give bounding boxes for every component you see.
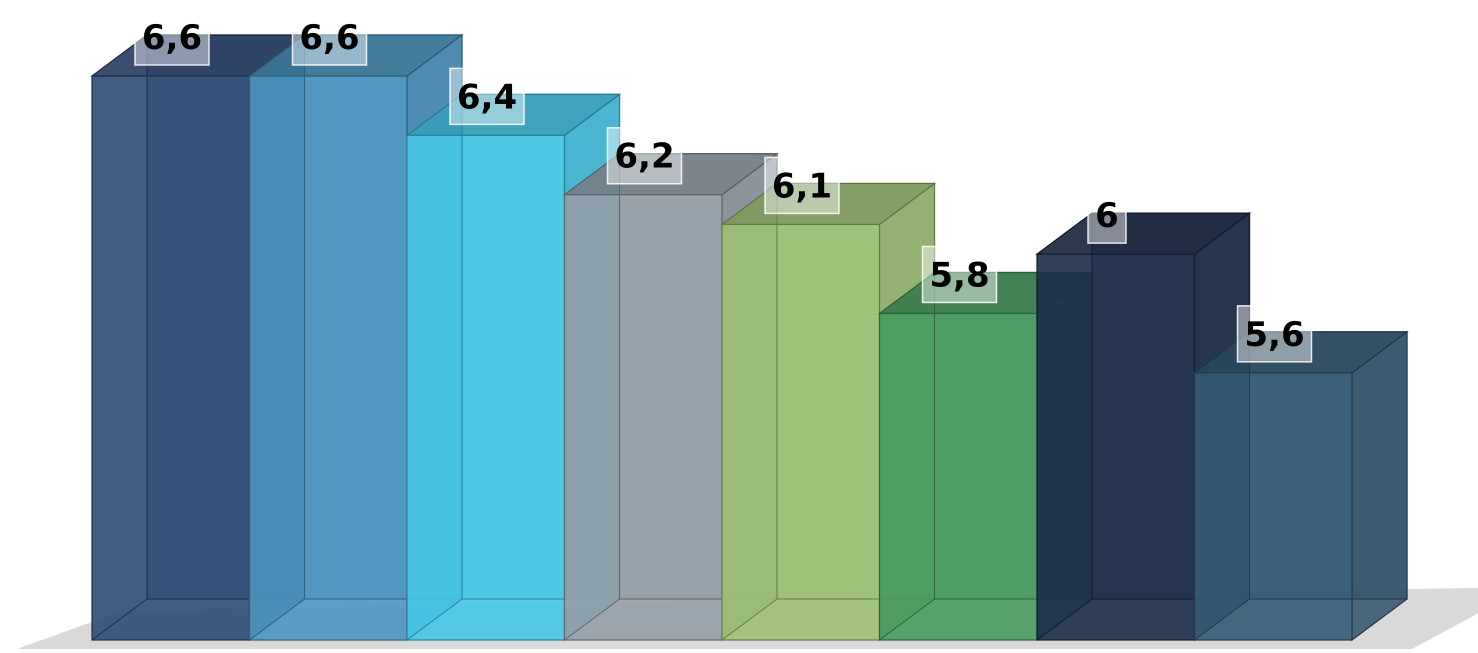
data-label-6: 5,8: [921, 245, 998, 304]
data-label-box: [1236, 305, 1313, 363]
bar-front-face: [248, 75, 408, 641]
data-label-box: [921, 245, 998, 304]
data-label-box: [606, 126, 683, 185]
bar-front-face: [1193, 372, 1353, 641]
bar-front-face: [91, 75, 251, 641]
data-label-text: 6: [1095, 196, 1119, 236]
data-label-text: 6,2: [614, 137, 674, 177]
data-label-text: 6,6: [299, 18, 359, 58]
bar-front-face: [563, 194, 723, 641]
data-label-8: 5,6: [1236, 305, 1313, 363]
data-label-4: 6,2: [606, 126, 683, 185]
data-label-box: [764, 156, 840, 215]
data-label-1: 6,6: [134, 8, 210, 66]
data-label-text: 6,1: [772, 166, 832, 206]
bar-front-face: [406, 134, 566, 641]
data-label-text: 6,4: [457, 77, 517, 117]
bar-inner-bottom-edge: [1194, 598, 1407, 641]
bar-front-face: [878, 312, 1038, 641]
data-label-2: 6,6: [291, 8, 368, 66]
data-label-7: 6: [1087, 186, 1127, 244]
bar-front-face: [1036, 253, 1196, 641]
data-labels-group: 6,6 6,6 6,4 6,2 6,1 5,8 6 5,6: [134, 8, 1313, 363]
data-label-text: 6,6: [142, 18, 202, 58]
data-label-box: [1087, 186, 1127, 244]
data-label-text: 5,8: [929, 255, 989, 295]
data-label-box: [291, 8, 368, 66]
bar-side-face: [1351, 330, 1408, 642]
data-label-box: [449, 67, 525, 126]
bars-group: [90, 33, 1409, 642]
data-label-text: 5,6: [1244, 315, 1304, 355]
bar-8: [1192, 330, 1409, 642]
data-label-3: 6,4: [449, 67, 525, 126]
bar-front-face: [721, 223, 881, 641]
data-label-5: 6,1: [764, 156, 840, 215]
data-label-box: [134, 8, 210, 66]
